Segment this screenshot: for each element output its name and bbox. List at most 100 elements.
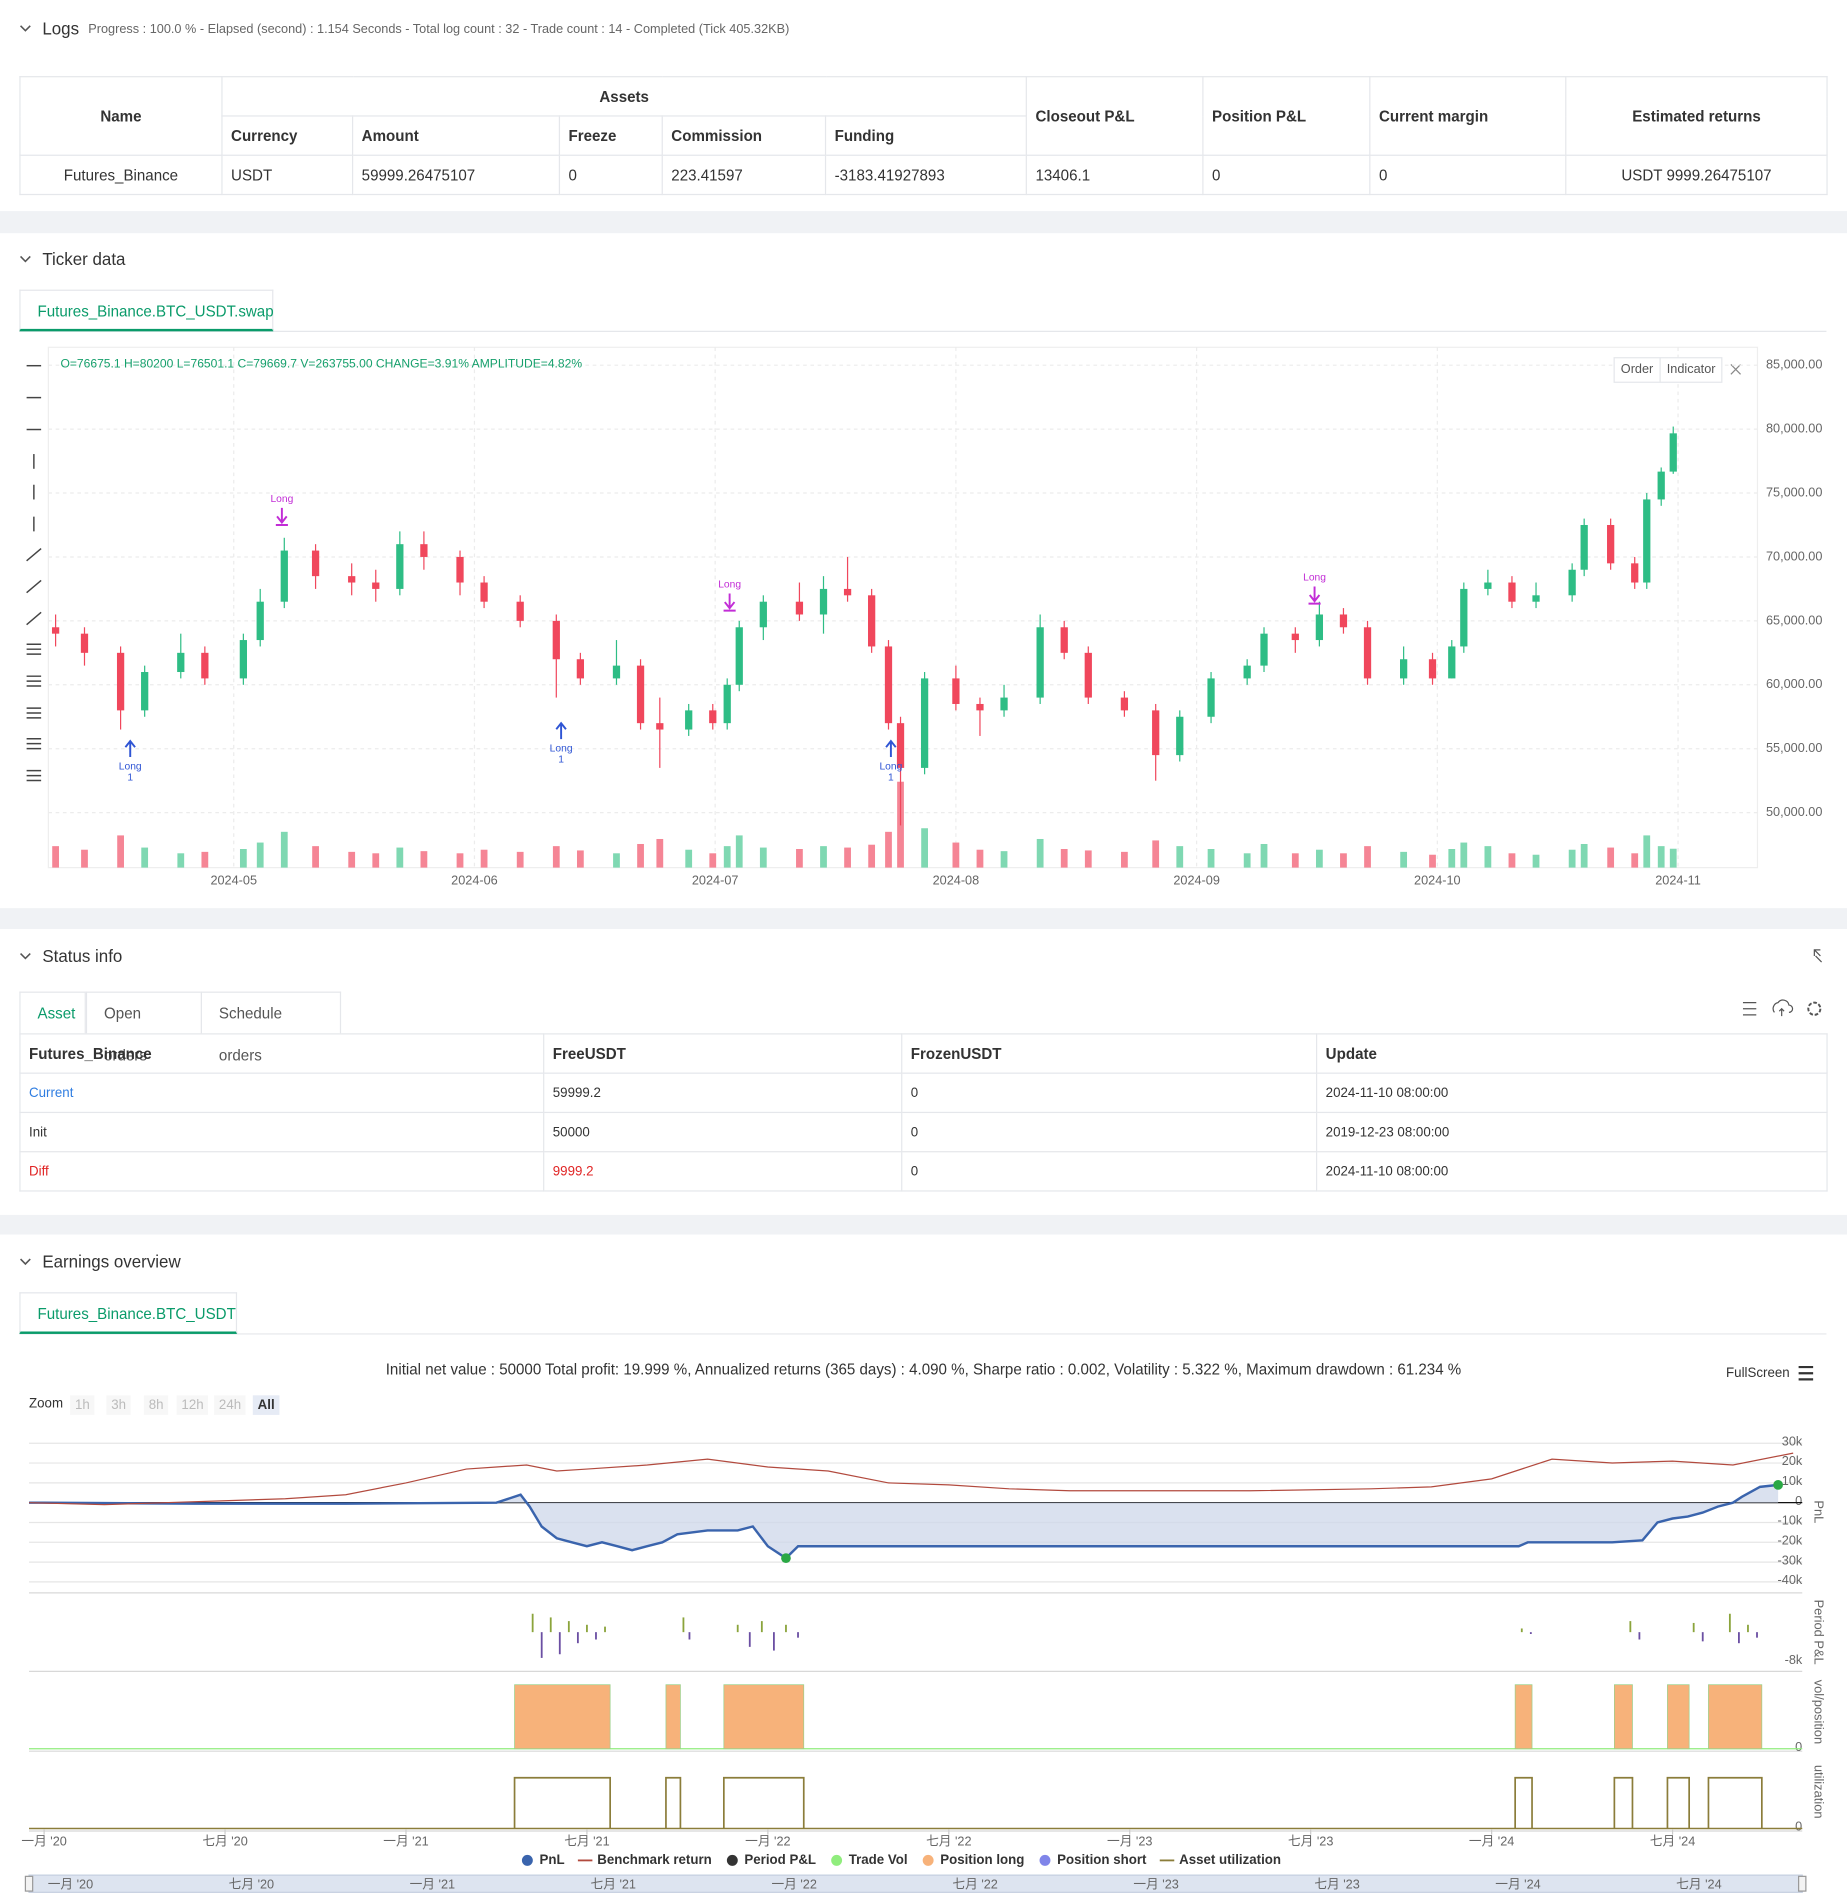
x-tick-label: 2024-06	[451, 872, 498, 887]
th: Freeze	[558, 115, 663, 156]
candle-body	[116, 652, 125, 711]
td: 59999.26475107	[351, 154, 561, 196]
legend-label[interactable]: Benchmark return	[597, 1852, 712, 1867]
x-tick-label: 一月 '22	[745, 1833, 790, 1848]
volume-bar	[685, 849, 693, 868]
expand-icon[interactable]	[1813, 949, 1823, 963]
y-tick-label: -20k	[1778, 1532, 1803, 1547]
x-tick-label: 2024-07	[692, 872, 739, 887]
volume-bar	[396, 847, 404, 868]
tab[interactable]: Asset	[19, 991, 86, 1034]
td: USDT 9999.26475107	[1565, 154, 1828, 196]
td: 0	[558, 154, 663, 196]
candle-body	[709, 710, 717, 724]
tool-icon[interactable]	[26, 675, 42, 687]
candle-body	[1291, 633, 1299, 641]
candle-body	[920, 678, 929, 768]
section-gap	[0, 211, 1847, 234]
zoom-button[interactable]: 12h	[176, 1395, 209, 1415]
legend-label[interactable]: Position long	[940, 1852, 1024, 1867]
tab[interactable]: Futures_Binance.BTC_USDT.swap	[19, 289, 274, 332]
tab[interactable]: Schedule orders	[200, 991, 342, 1064]
zoom-button[interactable]: 1h	[70, 1395, 95, 1415]
tool-icon[interactable]	[26, 707, 42, 719]
candle-body	[552, 620, 560, 660]
td: 50000	[543, 1111, 903, 1153]
x-tick-label: 七月 '21	[564, 1833, 609, 1848]
y-tick-label: -40k	[1778, 1572, 1803, 1587]
settings-icon[interactable]	[1807, 1001, 1822, 1016]
volume-bar	[1484, 846, 1492, 868]
volume-bar	[1580, 843, 1588, 868]
volume-bar	[1568, 849, 1576, 868]
button[interactable]: Order	[1613, 357, 1661, 383]
tab[interactable]: Futures_Binance.BTC_USDT	[19, 1292, 238, 1334]
volume-bar	[456, 853, 464, 868]
navigator-label: 七月 '21	[591, 1876, 636, 1891]
candle-body	[1532, 595, 1540, 602]
tool-icon[interactable]	[26, 738, 42, 750]
td: Diff	[19, 1151, 545, 1192]
y-tick-label: 20k	[1782, 1453, 1803, 1468]
tool-icon[interactable]	[26, 643, 42, 655]
x-tick-label: 七月 '22	[926, 1833, 971, 1848]
logs-table: Name Assets Closeout P&L Position P&L Curren…	[19, 76, 1828, 196]
chevron[interactable]	[20, 1258, 31, 1266]
chevron[interactable]	[20, 25, 31, 32]
candle-body	[311, 550, 320, 577]
tool-icon[interactable]	[26, 579, 42, 594]
candle-body	[480, 582, 488, 602]
candle-body	[1339, 614, 1348, 628]
series-line	[29, 1452, 1794, 1506]
zoom-button[interactable]: 24h	[214, 1395, 246, 1415]
volume-bar	[1000, 851, 1008, 868]
th: Current margin	[1369, 76, 1567, 156]
volume-bar	[796, 849, 803, 868]
list-icon[interactable]	[1742, 1001, 1757, 1016]
tool-icon[interactable]	[26, 769, 42, 782]
candle-body	[141, 672, 149, 711]
td: 13406.1	[1025, 154, 1204, 196]
volume-bar	[637, 843, 644, 868]
zoom-button[interactable]: All	[252, 1395, 280, 1415]
td: Init	[19, 1111, 545, 1153]
legend-marker	[521, 1854, 533, 1866]
chevron[interactable]	[20, 255, 31, 263]
exit-arrow	[1308, 586, 1321, 605]
navigator-label: 一月 '21	[410, 1876, 455, 1891]
button[interactable]: Indicator	[1659, 357, 1723, 383]
volume-bar	[1657, 846, 1665, 868]
legend-label[interactable]: PnL	[539, 1852, 564, 1867]
fullscreen-button[interactable]: FullScreen	[1726, 1365, 1790, 1381]
volume-bar	[921, 828, 928, 868]
tool-icon[interactable]	[26, 547, 42, 562]
volume-bar	[1508, 853, 1516, 868]
fullscreen-icon[interactable]	[1730, 364, 1741, 375]
tab[interactable]: Open orders	[85, 991, 202, 1064]
candle-body	[1176, 716, 1184, 756]
candle-body	[735, 627, 743, 685]
legend-label[interactable]: Position short	[1057, 1852, 1147, 1867]
upload-icon[interactable]	[1772, 999, 1794, 1017]
legend-label[interactable]: Period P&L	[744, 1852, 816, 1867]
volume-bar	[759, 847, 767, 868]
exit-arrow	[723, 593, 736, 612]
legend-label[interactable]: Trade Vol	[849, 1852, 908, 1867]
axis-title: vol/position	[1812, 1680, 1827, 1744]
candle-body	[1669, 433, 1677, 472]
candle-body	[1568, 569, 1576, 596]
zoom-button[interactable]: 8h	[143, 1395, 169, 1415]
td: 0	[1369, 154, 1567, 196]
candle-body	[1643, 499, 1651, 583]
candle-body	[1400, 659, 1408, 679]
tool-icon[interactable]	[26, 611, 42, 626]
y-tick-label: -30k	[1778, 1552, 1803, 1567]
navigator-handle[interactable]	[1798, 1875, 1807, 1892]
zoom-button[interactable]: 3h	[106, 1395, 131, 1415]
menu-icon[interactable]	[1798, 1365, 1814, 1381]
x-tick-label: 2024-10	[1414, 872, 1461, 887]
volume-bar	[1152, 840, 1160, 868]
legend-label[interactable]: Asset utilization	[1179, 1852, 1281, 1867]
chevron[interactable]	[20, 952, 31, 960]
navigator-handle[interactable]	[24, 1875, 34, 1892]
